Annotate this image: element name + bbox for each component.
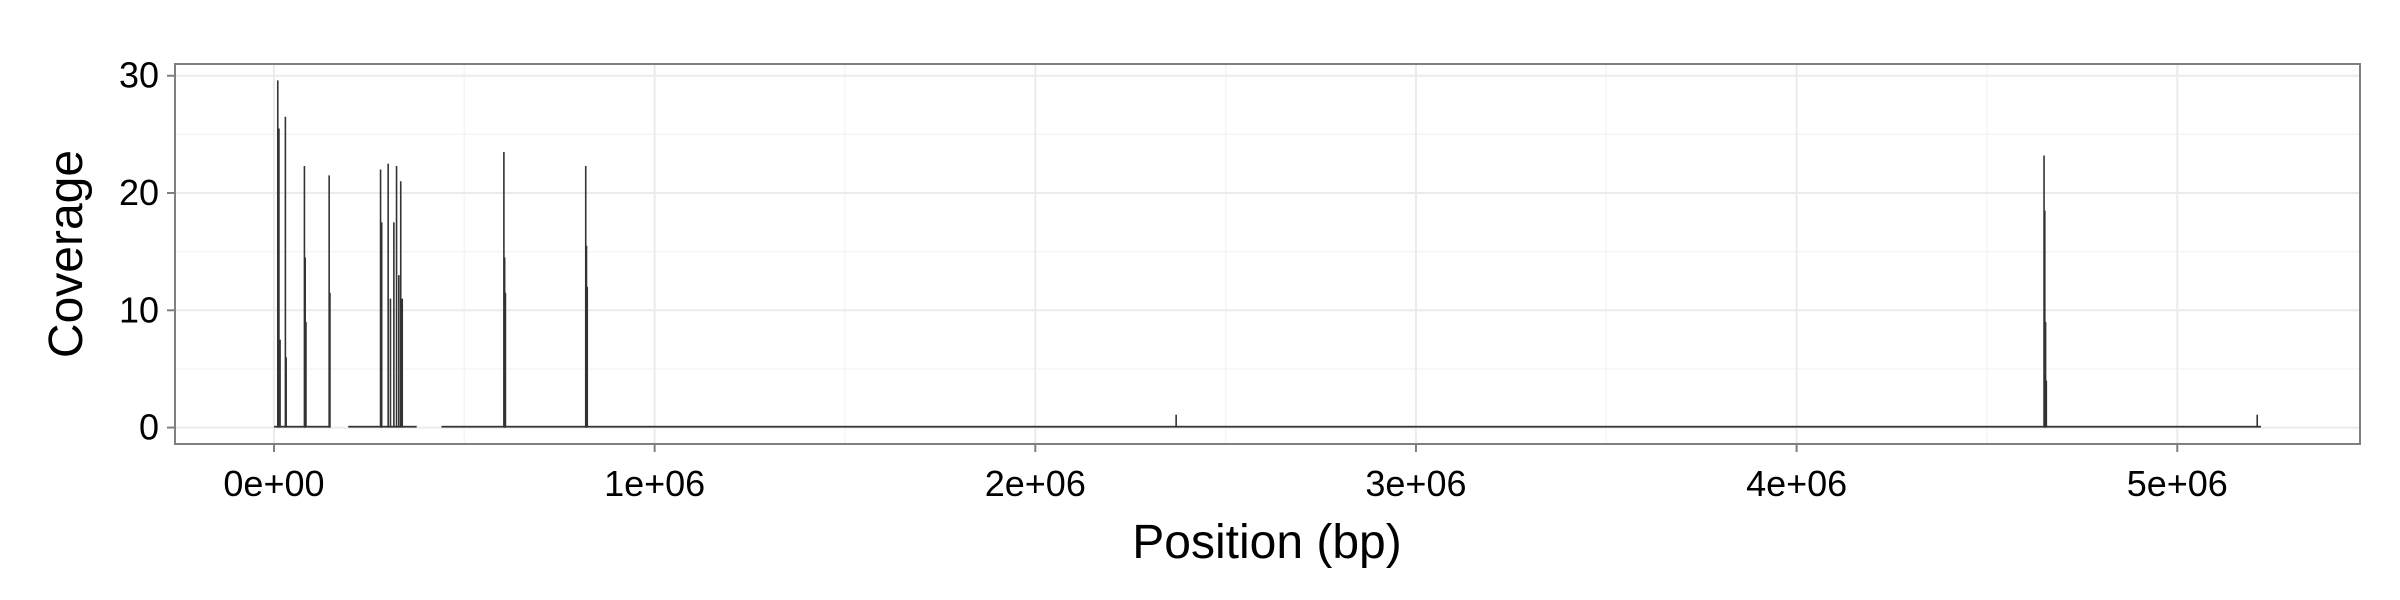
minor-grid xyxy=(175,64,2360,444)
major-grid xyxy=(175,64,2360,444)
y-tick-label: 30 xyxy=(119,55,159,96)
plot-border xyxy=(174,63,2361,445)
coverage-bars xyxy=(273,80,2262,428)
coverage-baseline xyxy=(1907,425,2262,428)
y-axis-title: Coverage xyxy=(40,150,93,358)
coverage-baseline xyxy=(441,425,1908,428)
x-tick-label: 5e+06 xyxy=(2127,463,2228,504)
x-axis-title: Position (bp) xyxy=(1132,516,1401,569)
x-tick-label: 1e+06 xyxy=(604,463,705,504)
coverage-baseline xyxy=(273,425,330,428)
y-tick-label: 0 xyxy=(139,407,159,448)
x-tick-label: 2e+06 xyxy=(985,463,1086,504)
y-tick-label: 20 xyxy=(119,172,159,213)
plot-panel xyxy=(175,64,2360,444)
x-tick-label: 3e+06 xyxy=(1365,463,1466,504)
y-axis: 0 10 20 30 xyxy=(119,55,175,448)
x-tick-label: 4e+06 xyxy=(1746,463,1847,504)
x-tick-label: 0e+00 xyxy=(223,463,324,504)
y-tick-label: 10 xyxy=(119,289,159,330)
x-axis: 0e+00 1e+06 2e+06 3e+06 4e+06 5e+06 xyxy=(223,444,2228,504)
